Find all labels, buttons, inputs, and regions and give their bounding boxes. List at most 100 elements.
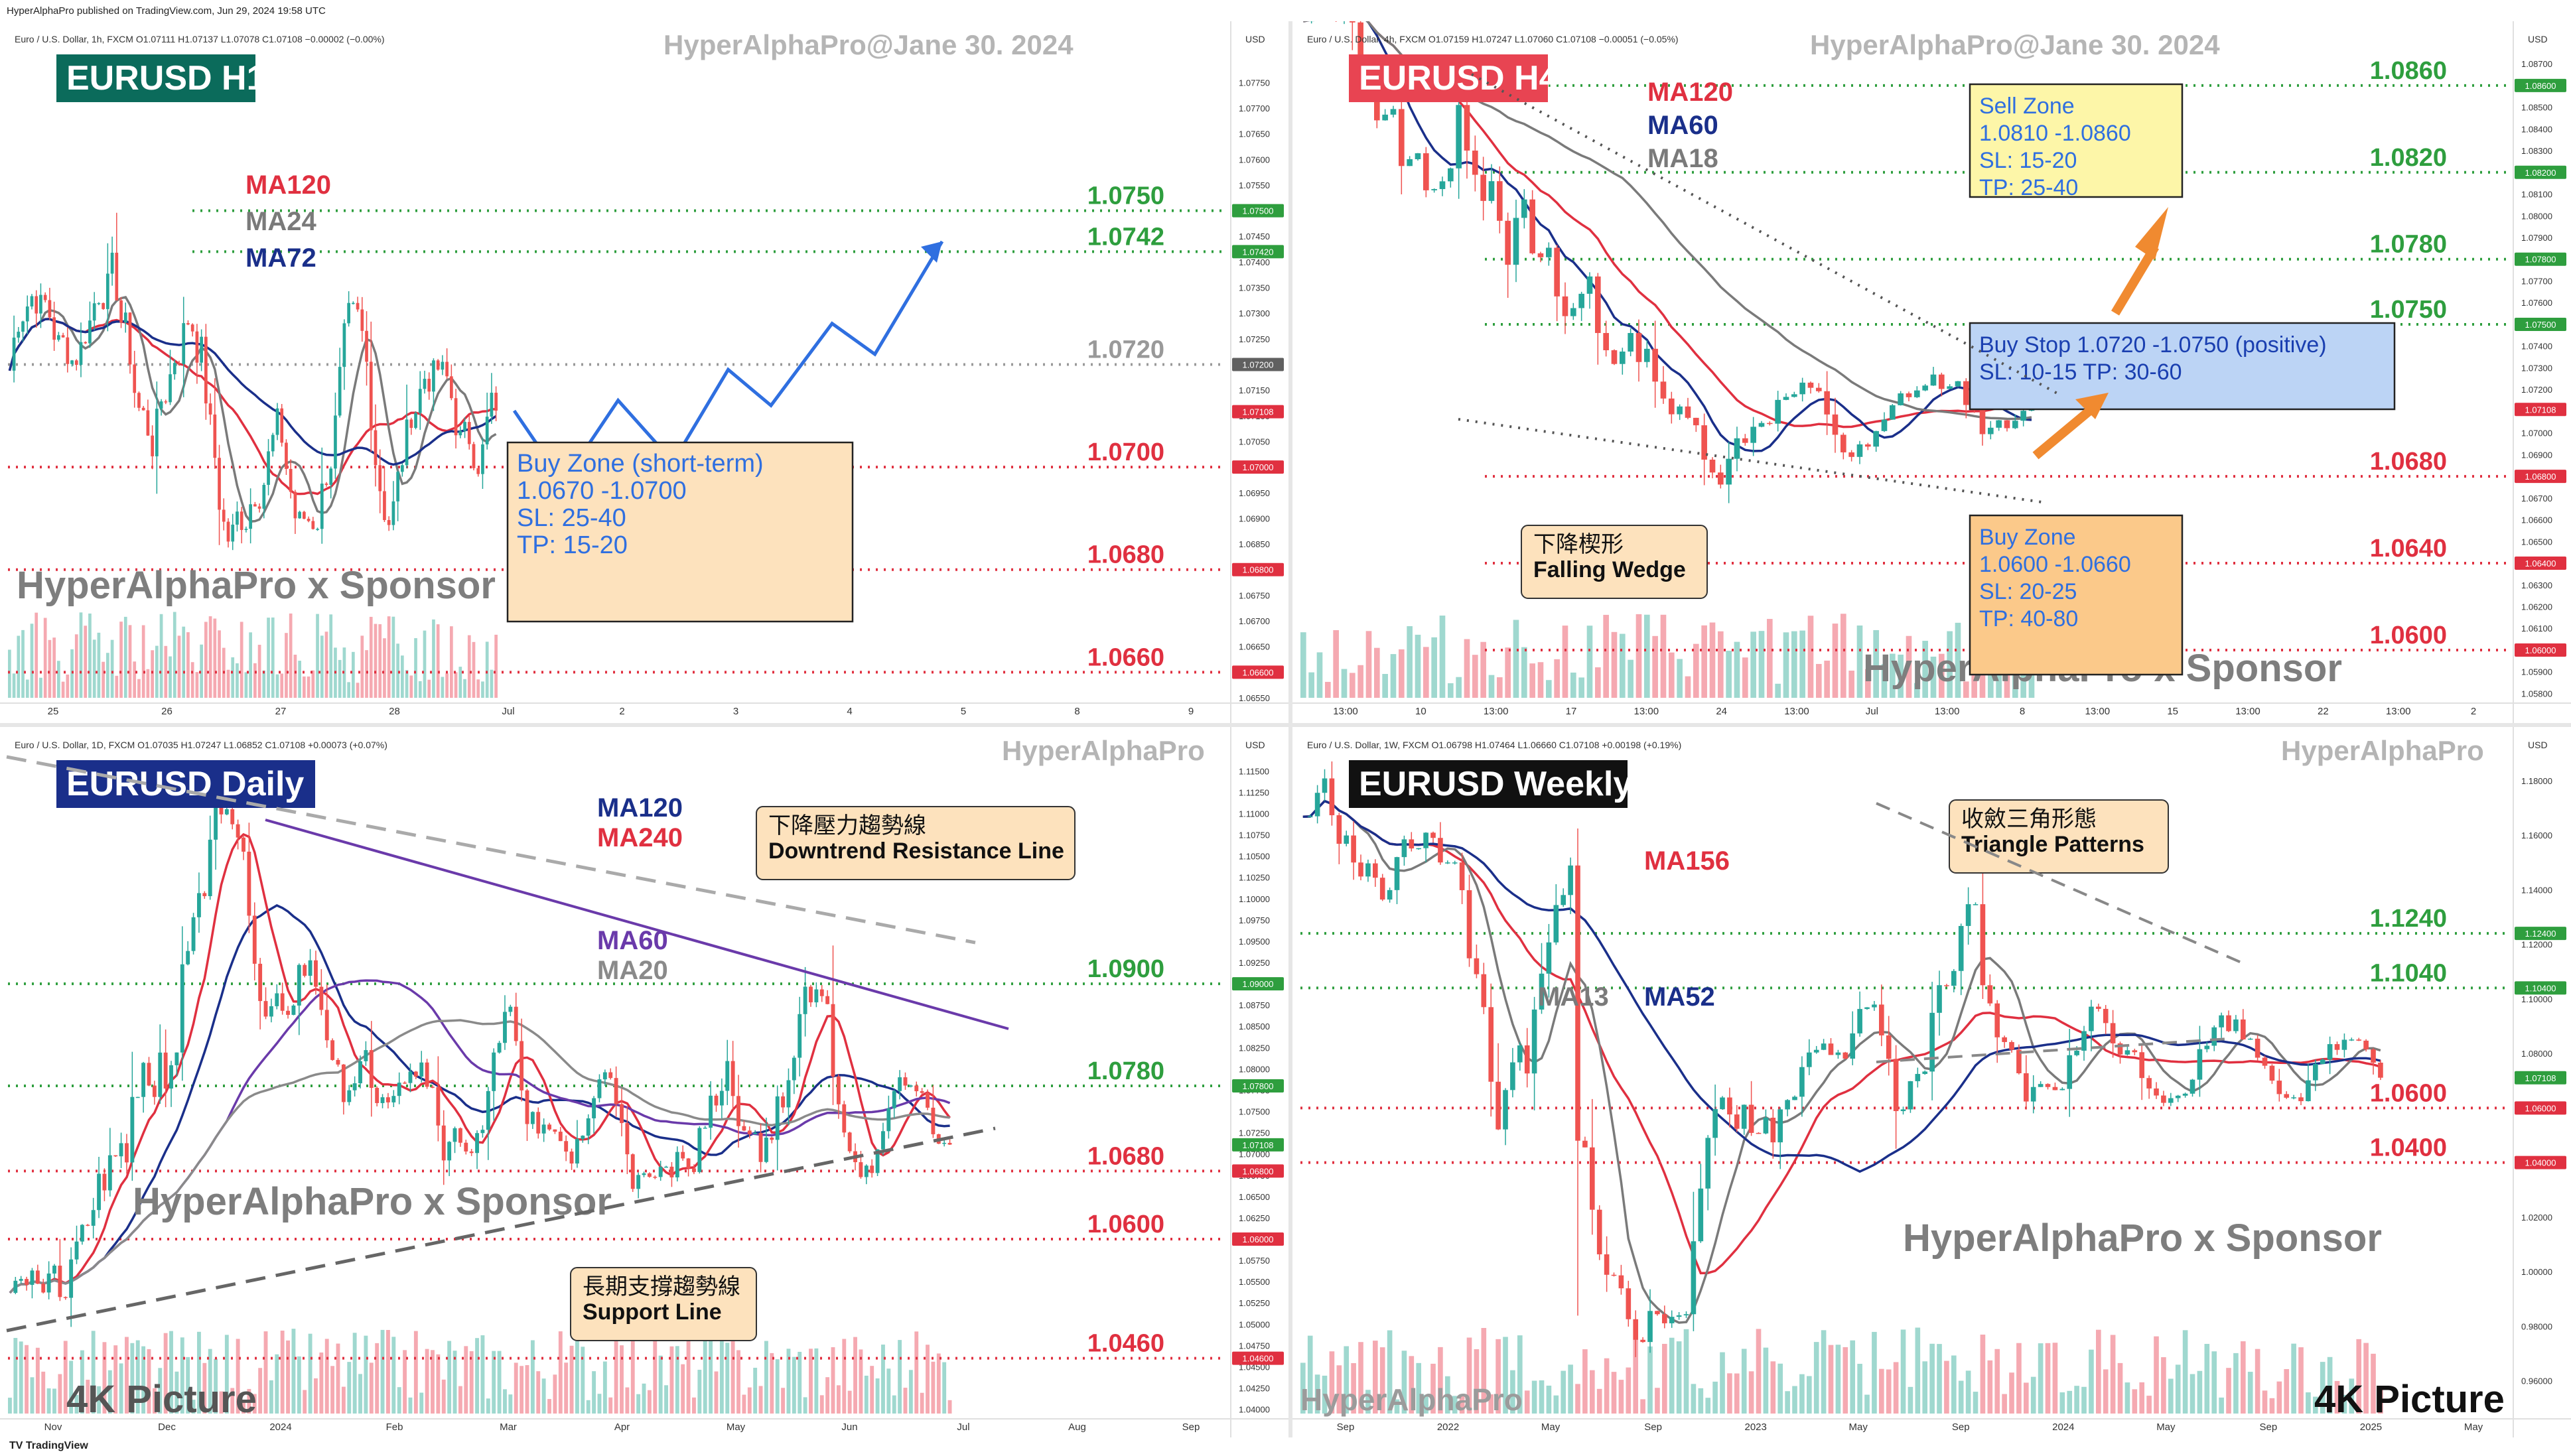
volume-bar [391,1337,396,1414]
volume-bar [1423,647,1429,698]
volume-bar [520,1366,524,1414]
volume-bar [1603,614,1609,698]
candle-body [247,851,251,916]
volume-bar [130,1343,135,1414]
candle-body [1626,1288,1632,1319]
candle-body [1409,839,1415,849]
candle-body [1893,1059,1899,1112]
price-tick-label: 1.04000 [1239,1405,1270,1415]
volume-bar [747,1387,752,1414]
volume-bar [164,645,168,698]
volume-bar [926,1345,930,1414]
price-tick-label: 1.07500 [1239,1107,1270,1117]
candle-body [2233,1019,2239,1031]
price-tick-label: 1.06500 [1239,1192,1270,1202]
callout-text: 長期支撐趨勢線 [583,1274,740,1299]
time-tick-label: 26 [161,706,173,717]
watermark: HyperAlphaPro@Jane 30. 2024 [1810,29,2220,60]
volume-bar [13,1338,18,1414]
volume-bar [875,1378,880,1414]
candle-body [1886,1035,1892,1059]
price-badge-label: 1.07108 [2525,405,2556,415]
volume-bar [1841,614,1846,698]
volume-bar [1693,643,1699,698]
price-tick-label: 1.07000 [1239,1150,1270,1159]
candle-body [1495,1081,1501,1130]
price-badge [1232,204,1284,218]
ma-label: MA24 [245,207,316,236]
volume-bar [341,1386,346,1414]
volume-bar [1951,1355,1957,1414]
volume-bar [2241,1341,2246,1414]
price-tick-label: 1.14000 [2521,885,2552,895]
candle-body [653,1177,658,1178]
volume-bar [1835,1345,1841,1414]
price-tick-label: 1.07300 [1239,308,1270,318]
candle-body [597,1079,602,1098]
candle-body [881,1131,885,1150]
price-badge [2515,252,2566,266]
volume-bar [1980,1334,1986,1414]
volume-bar [151,650,154,698]
volume-bar [463,679,466,698]
candle-body [200,336,203,363]
candle-body [697,1128,702,1172]
time-tick-label: May [2156,1422,2176,1433]
candle-body [1799,1067,1805,1097]
price-tick-label: 1.11250 [1239,787,1269,797]
time-tick-label: Dec [158,1422,176,1433]
candle-body [553,1129,557,1132]
price-tick-label: 1.08250 [1239,1043,1270,1053]
price-tick-label: 1.08000 [2521,211,2552,221]
arrow-up-icon [2075,393,2109,419]
volume-bar [669,1346,674,1414]
volume-bar [25,1345,29,1414]
candle-body [2081,1031,2087,1051]
candle-body [1669,398,1675,415]
candle-body [236,511,239,525]
volume-bar [401,655,404,698]
volume-bar [324,1339,329,1414]
candle-body [102,302,105,309]
candle-body [798,1014,802,1058]
volume-bar [1586,626,1593,698]
upper-trendline [6,755,976,945]
price-tick-label: 1.06500 [2521,537,2552,547]
zone-box [506,441,854,623]
volume-bar [159,614,163,698]
time-tick-label: 13:00 [2085,706,2111,717]
level-label: 1.0680 [1087,1142,1164,1170]
candle-body [19,1279,23,1281]
volume-bar [1351,1363,1356,1414]
price-tick-label: 1.06700 [1239,616,1270,626]
volume-bar [742,1394,746,1414]
volume-bar [476,679,480,698]
candle-body [2067,1055,2073,1089]
volume-bar [173,612,176,698]
candle-body [602,1072,607,1080]
volume-bar [814,1348,819,1414]
volume-bar [137,679,141,698]
candle-body [169,374,172,403]
tradingview-footer: TV TradingView [9,1440,88,1451]
volume-bar [311,670,315,698]
level-label: 1.0820 [2370,144,2447,172]
candle-body [1872,1004,1877,1008]
volume-bar [1314,1374,1320,1414]
price-tick-label: 1.05800 [2521,689,2552,698]
volume-bar [338,659,342,698]
price-tick-label: 1.09250 [1239,958,1270,968]
volume-bar [1963,681,1969,698]
candle-body [1510,1062,1515,1091]
candle-body [141,1063,146,1097]
time-tick-label: Mar [500,1422,517,1433]
candle-body [1821,1043,1827,1050]
price-tick-label: 1.11000 [1239,809,1269,819]
volume-bar [1415,634,1421,698]
symbol-line: Euro / U.S. Dollar, 1D, FXCM O1.07035 H1… [15,740,387,750]
volume-bar [219,1391,224,1414]
volume-bar [445,673,449,698]
candle-body [1873,430,1879,447]
candle-body [530,1112,535,1124]
price-badge-label: 1.07800 [1243,1081,1274,1091]
